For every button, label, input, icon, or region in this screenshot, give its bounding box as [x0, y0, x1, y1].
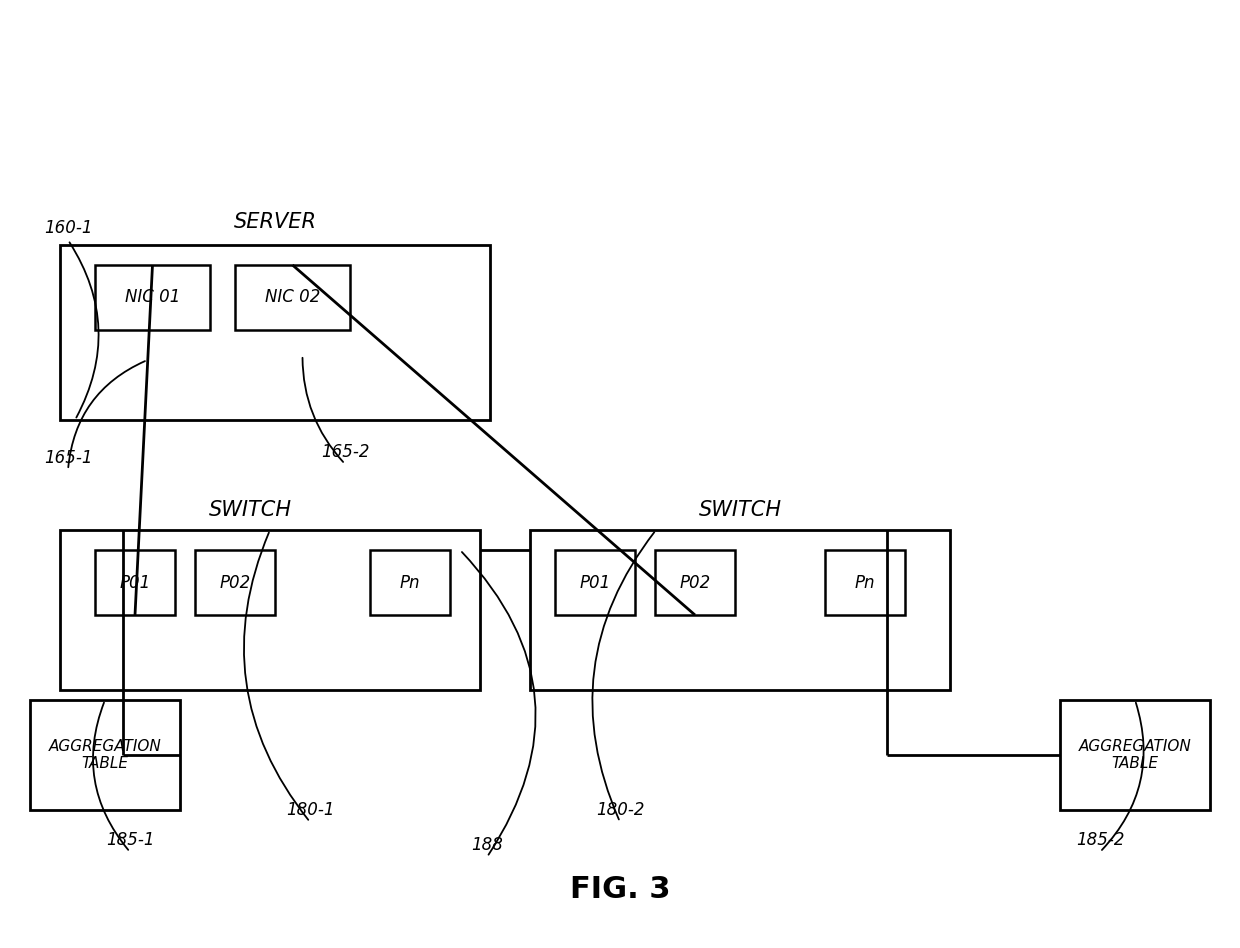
Text: 180-2: 180-2: [595, 801, 645, 819]
Bar: [529, 530, 950, 690]
Text: AGGREGATION
TABLE: AGGREGATION TABLE: [48, 738, 161, 772]
Text: SERVER: SERVER: [233, 212, 316, 232]
Text: NIC 01: NIC 01: [125, 288, 180, 306]
Text: Pn: Pn: [854, 574, 875, 592]
Text: P01: P01: [579, 574, 610, 592]
Bar: [60, 530, 480, 690]
Text: 185-2: 185-2: [1076, 831, 1125, 849]
Text: FIG. 3: FIG. 3: [569, 876, 671, 904]
Text: 160-1: 160-1: [43, 219, 92, 237]
Text: 188: 188: [471, 836, 503, 854]
Bar: [236, 265, 350, 330]
Bar: [195, 550, 275, 615]
Bar: [95, 265, 210, 330]
Text: Pn: Pn: [399, 574, 420, 592]
Text: 165-2: 165-2: [321, 443, 370, 461]
Bar: [60, 245, 490, 420]
Text: SWITCH: SWITCH: [698, 500, 781, 520]
Bar: [556, 550, 635, 615]
Text: P01: P01: [119, 574, 150, 592]
Text: 165-1: 165-1: [43, 449, 92, 467]
Text: AGGREGATION
TABLE: AGGREGATION TABLE: [1079, 738, 1192, 772]
Text: P02: P02: [680, 574, 711, 592]
Bar: [1060, 700, 1210, 810]
Text: 185-1: 185-1: [105, 831, 154, 849]
Bar: [655, 550, 735, 615]
Bar: [95, 550, 175, 615]
Text: SWITCH: SWITCH: [208, 500, 291, 520]
Text: 180-1: 180-1: [285, 801, 335, 819]
Text: P02: P02: [219, 574, 250, 592]
Bar: [825, 550, 905, 615]
Bar: [30, 700, 180, 810]
Text: NIC 02: NIC 02: [265, 288, 320, 306]
Bar: [370, 550, 450, 615]
